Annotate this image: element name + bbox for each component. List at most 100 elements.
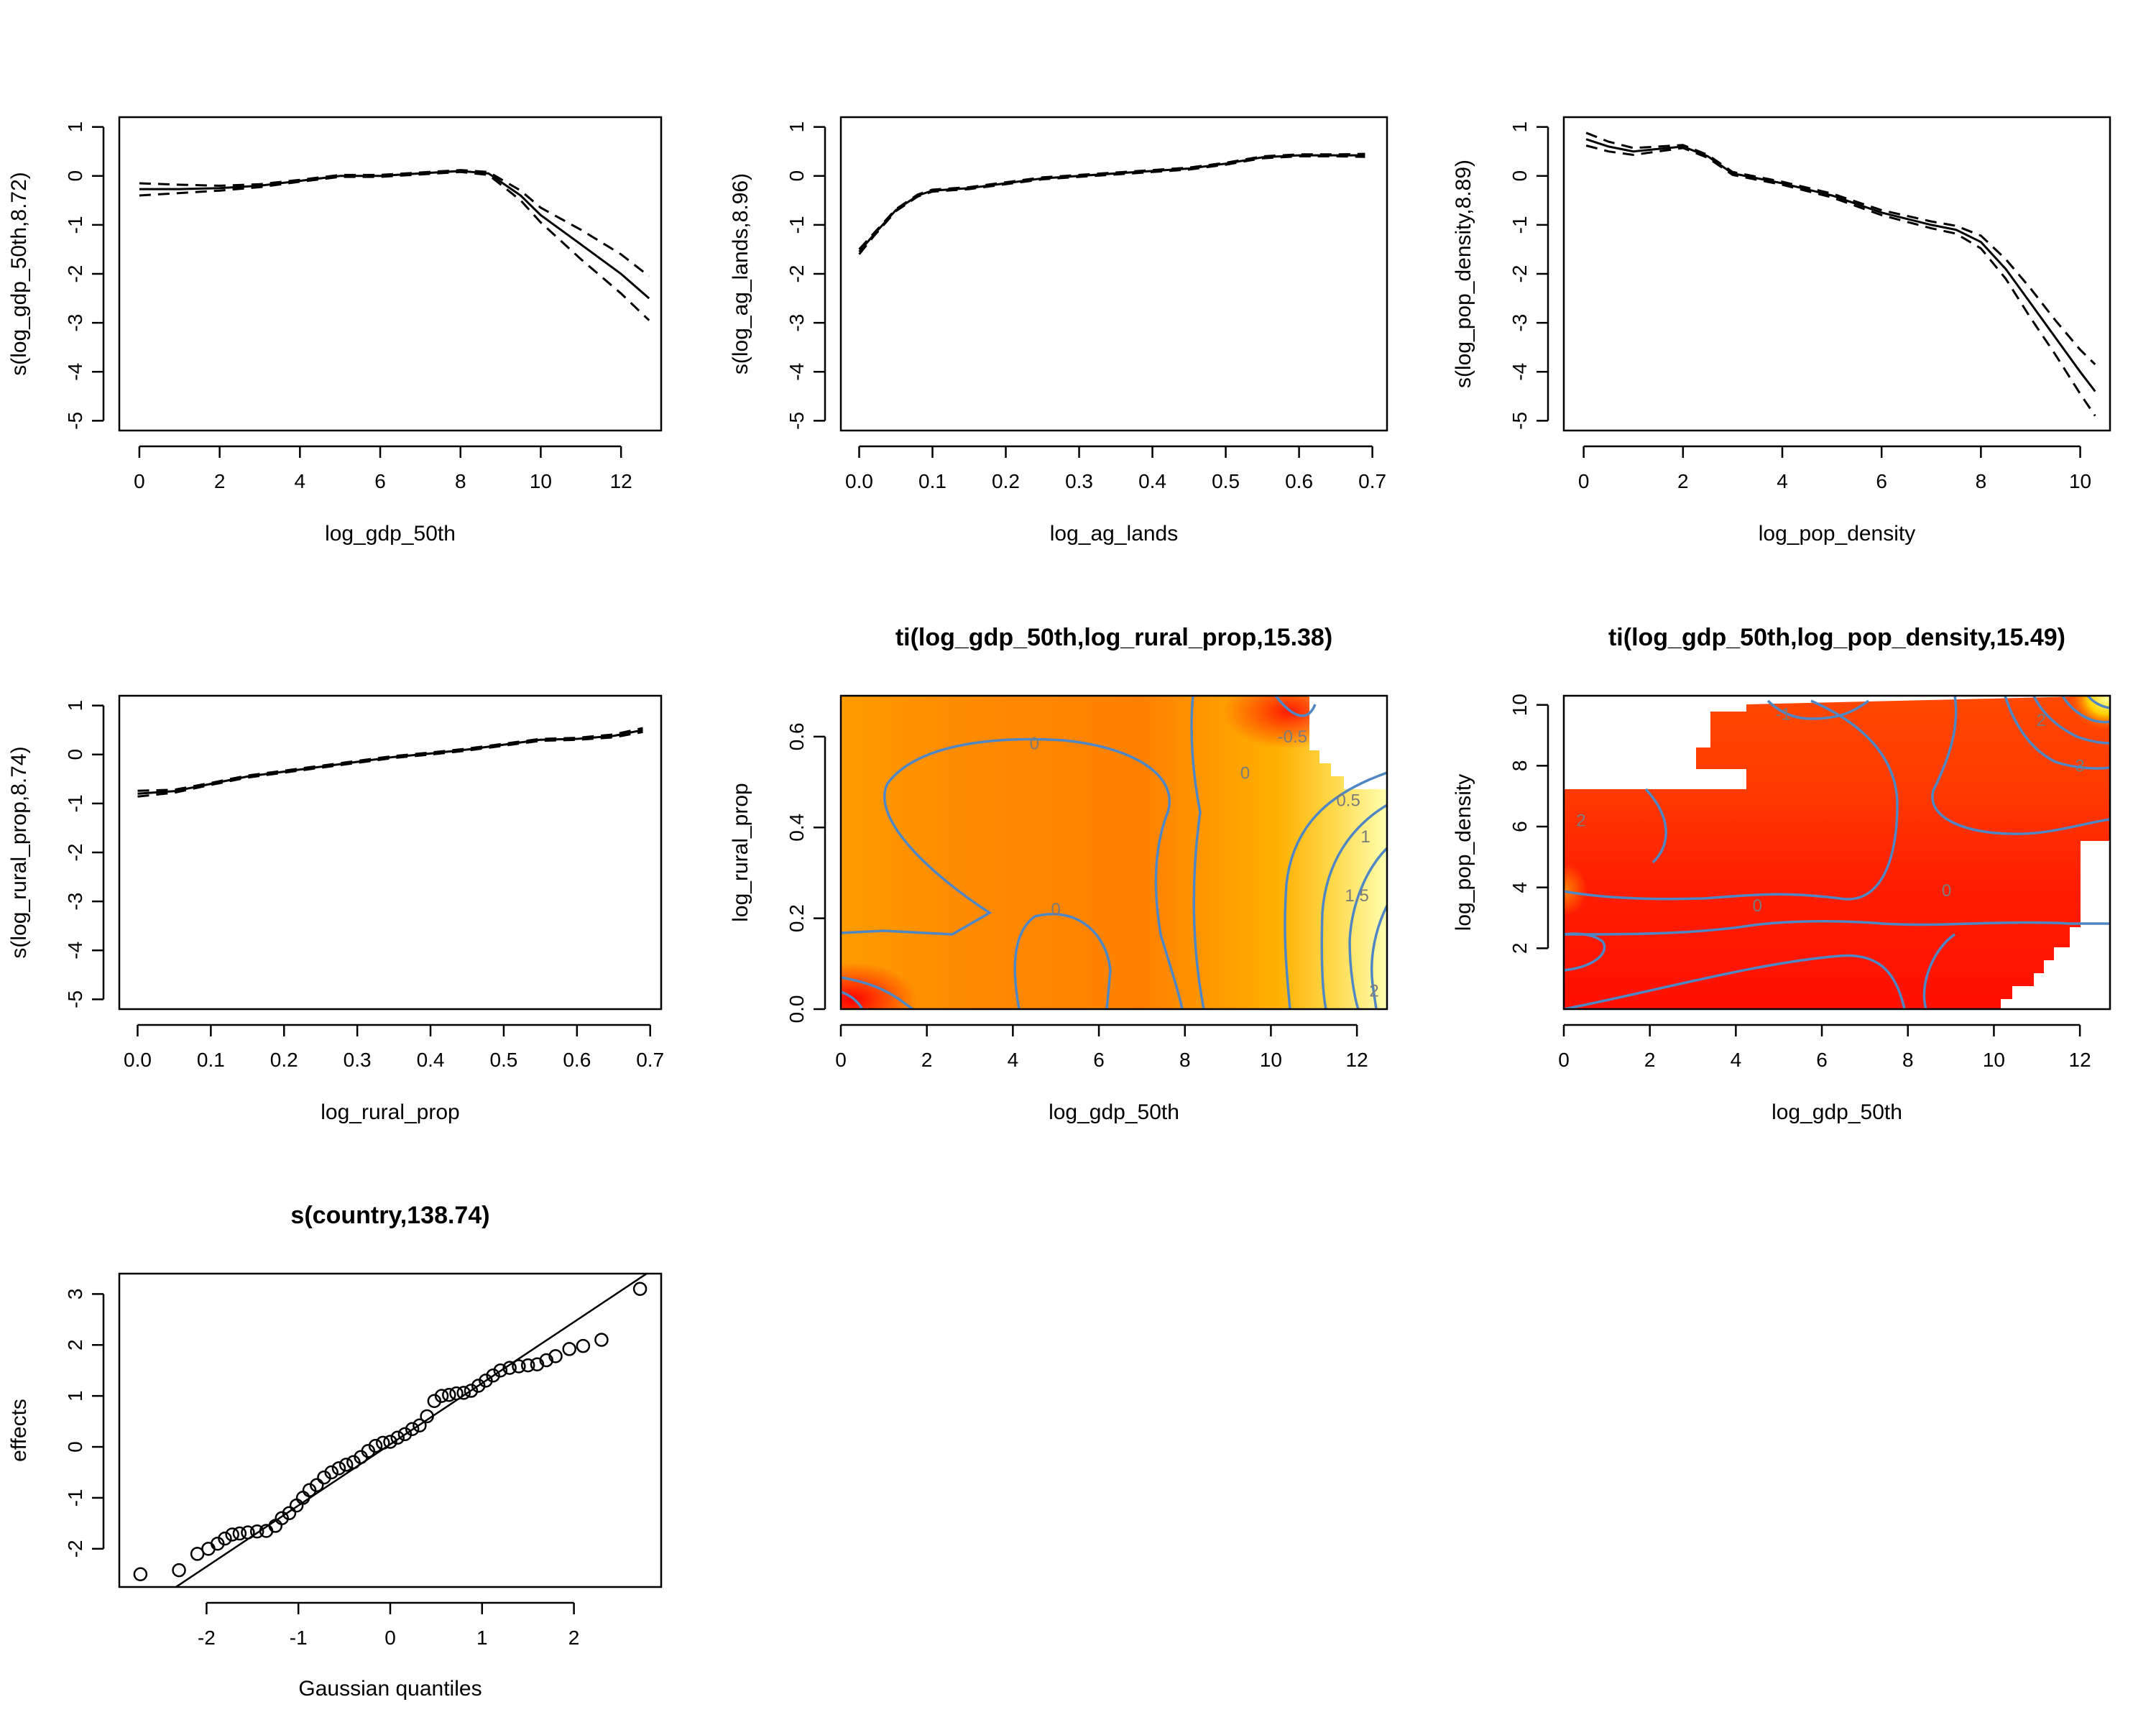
y-tick-label: -5: [786, 412, 808, 430]
series-line-lower: [858, 155, 1365, 255]
plot-area: [133, 1274, 649, 1587]
contour-line: [1320, 804, 1387, 1009]
x-tick-label: 0.6: [563, 1049, 591, 1071]
plot-title: ti(log_gdp_50th,log_pop_density,15.49): [1608, 624, 2065, 651]
x-tick-label: 0.4: [417, 1049, 445, 1071]
y-tick-label: -5: [64, 412, 86, 430]
x-tick-label: 0.5: [1212, 470, 1240, 492]
x-tick-label: 4: [295, 470, 306, 492]
y-tick-label: 1: [64, 121, 86, 133]
panel-4: 0.0 0.1 0.2 0.3 0.4 0.5 0.6 0.7 1 0 -1 -2 -3 -4 -5 lo…: [7, 694, 664, 1124]
x-tick-label: 0.3: [1065, 470, 1093, 492]
y-tick-label: 0: [1508, 170, 1531, 182]
y-axis-label: s(log_ag_lands,8.96): [729, 173, 752, 374]
y-axis-label: s(log_pop_density,8.89): [1452, 160, 1475, 388]
series-line-fit: [858, 154, 1365, 253]
contour-label: 3: [2075, 756, 2084, 776]
data-layer: [858, 152, 1365, 255]
contour-line: [1564, 919, 2110, 936]
y-tick-label: -4: [64, 363, 86, 381]
y-tick-label: 1: [64, 1390, 86, 1402]
plot-frame: [118, 694, 663, 1011]
plot-frame: [839, 116, 1388, 432]
x-tick-label: 0.1: [918, 470, 946, 492]
contour-label: 0: [1030, 734, 1039, 753]
contour-line: [1284, 771, 1387, 1009]
data-point: [383, 1435, 397, 1449]
data-point: [282, 1506, 297, 1520]
contour-label: -0.5: [1278, 727, 1307, 747]
y-tick-label: -2: [786, 265, 808, 283]
data-point: [331, 1461, 346, 1476]
x-axis-label: Gaussian quantiles: [298, 1677, 482, 1701]
x-tick-label: 2: [214, 470, 226, 492]
data-point: [512, 1359, 526, 1374]
reference-line: [174, 1274, 649, 1587]
x-tick-label: 0: [134, 470, 145, 492]
data-point: [201, 1542, 216, 1556]
x-tick-label: 4: [1008, 1049, 1019, 1071]
x-tick-label: 4: [1777, 470, 1788, 492]
x-tick-label: 0.3: [344, 1049, 372, 1071]
data-point: [576, 1338, 591, 1353]
y-axis-label: s(log_rural_prop,8.74): [7, 746, 31, 958]
contour-line: [1564, 954, 1906, 1009]
contour-label: 0.5: [1336, 791, 1360, 810]
contour-label: 2: [1369, 982, 1378, 1001]
y-tick-label: -1: [1508, 216, 1531, 234]
x-axis-label: log_gdp_50th: [325, 522, 456, 546]
contour-line: [1190, 696, 1205, 1009]
x-tick-label: 0.2: [992, 470, 1020, 492]
data-point: [449, 1386, 464, 1401]
y-tick-label: 2: [64, 1339, 86, 1351]
y-axis-label: log_pop_density: [1452, 774, 1475, 932]
data-point: [493, 1363, 508, 1378]
x-axis: 0.0 0.1 0.2 0.3 0.4 0.5 0.6 0.7: [845, 445, 1386, 492]
x-axis-label: log_ag_lands: [1050, 522, 1179, 546]
x-tick-label: 8: [1976, 470, 1987, 492]
contour-label: 0: [1942, 881, 1951, 901]
y-axis: 2 4 6 8 10: [1508, 694, 1549, 954]
x-tick-label: 8: [455, 470, 466, 492]
x-tick-label: 2: [1644, 1049, 1656, 1071]
y-tick-label: 0: [64, 1441, 86, 1453]
plot-area: [137, 727, 643, 798]
data-point: [502, 1361, 517, 1375]
y-tick-label: 2: [1508, 943, 1531, 954]
heatmap-hotspot-top: [841, 696, 1387, 1009]
x-tick-label: 6: [1093, 1049, 1105, 1071]
x-tick-label: 2: [921, 1049, 933, 1071]
series-line-fit: [1585, 138, 2096, 392]
data-point: [133, 1567, 148, 1582]
x-tick-label: 0.6: [1285, 470, 1313, 492]
contour-line: [2061, 696, 2110, 724]
x-axis: 0 2 4 6 8 10 12: [134, 445, 632, 492]
contour-label: 0: [1753, 896, 1762, 916]
x-tick-label: 4: [1731, 1049, 1742, 1071]
x-tick-label: -2: [198, 1627, 216, 1649]
x-axis: 0.0 0.1 0.2 0.3 0.4 0.5 0.6 0.7: [124, 1024, 664, 1071]
data-point: [172, 1563, 186, 1578]
y-tick-label: 8: [1508, 760, 1531, 772]
data-point: [225, 1527, 239, 1542]
plot-frame: [118, 1272, 663, 1588]
contour-line: [1348, 847, 1387, 1009]
contour-label: 2: [2037, 711, 2046, 730]
data-point: [376, 1435, 390, 1450]
contour-lines: [841, 696, 1387, 1009]
y-tick-label: 1: [1508, 121, 1531, 133]
missing-region: [1309, 696, 1387, 789]
data-point: [241, 1525, 255, 1540]
plot-area: 2 0 0 2 3 -1: [1564, 696, 2110, 1009]
contour-line: [2004, 696, 2110, 770]
contour-line: [1274, 696, 1317, 717]
contour-label: 2: [1576, 811, 1585, 831]
contour-line: [1370, 905, 1387, 1009]
series-line-lower: [1585, 144, 2096, 417]
contour-line: [841, 990, 864, 1009]
data-point: [190, 1547, 205, 1561]
y-axis: -2 -1 0 1 2 3: [64, 1289, 105, 1558]
plot-frame: [1562, 694, 2111, 1011]
data-point: [289, 1498, 304, 1513]
